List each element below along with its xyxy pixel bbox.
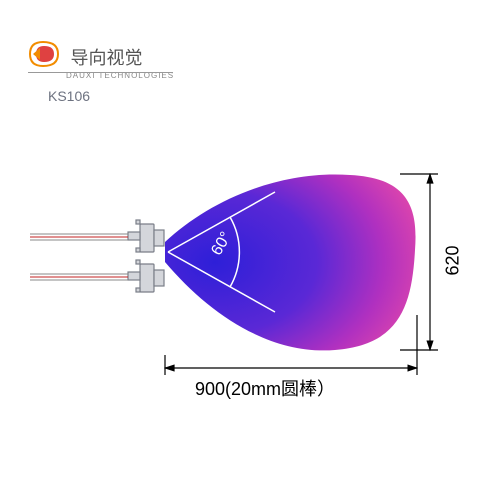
sensor-wires: [30, 234, 128, 280]
height-value: 620: [443, 245, 464, 275]
width-value: 900(20mm圆棒）: [195, 375, 335, 401]
sensor-top: [128, 220, 164, 252]
model-label: KS106: [48, 88, 90, 104]
brand-logo-icon: [28, 40, 62, 73]
beam-lobe: [165, 174, 416, 350]
brand-underline: [28, 72, 173, 73]
brand-name: 导向视觉: [70, 44, 142, 70]
brand-block: 导向视觉 DAUXI TECHNOLOGIES: [28, 40, 174, 80]
sensor-bottom: [128, 260, 164, 292]
beam-diagram: 60° 900(20mm圆棒） 620: [20, 140, 480, 420]
